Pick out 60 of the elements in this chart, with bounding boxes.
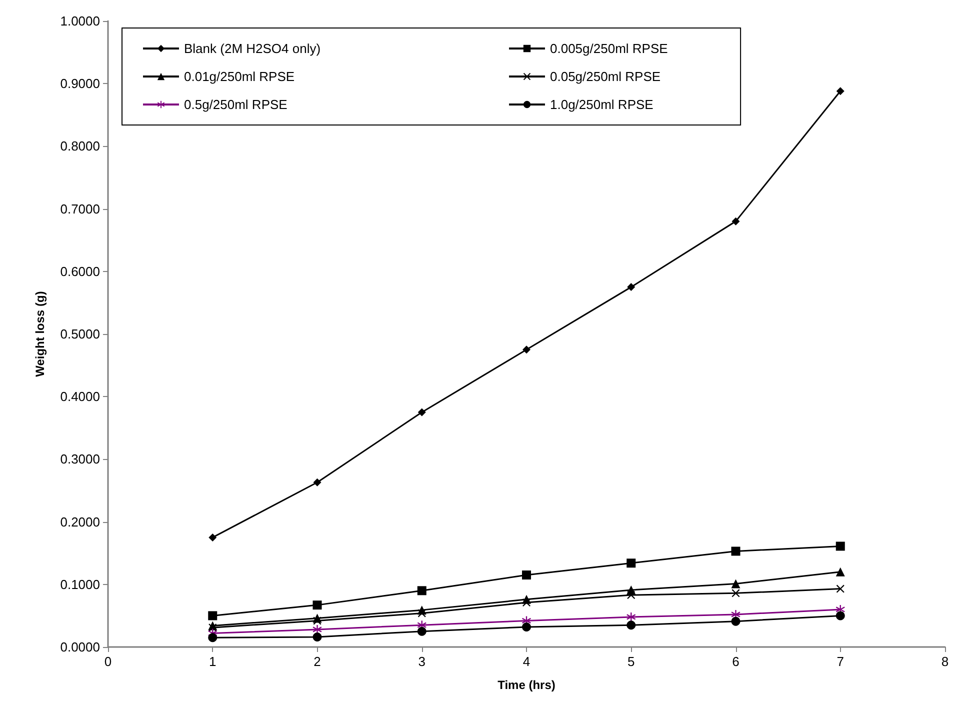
point [836,542,845,551]
legend-label: 0.01g/250ml RPSE [184,69,295,84]
x-tick-label: 5 [628,654,635,669]
legend-label: 0.05g/250ml RPSE [550,69,661,84]
point [836,87,844,96]
x-tick-label: 0 [104,654,112,669]
point [522,346,530,354]
y-axis-title: Weight loss (g) [33,291,47,377]
point [626,620,636,630]
point [313,616,322,625]
point [731,579,740,588]
point [522,570,531,580]
point [312,632,322,642]
y-tick-label: 0.4000 [60,389,100,404]
point [836,584,844,593]
x-tick-label: 6 [732,654,740,669]
point [208,633,218,642]
legend-label: Blank (2M H2SO4 only) [184,41,321,56]
point [626,558,636,568]
point [312,624,322,634]
x-tick-label: 1 [209,654,216,669]
y-tick-label: 0.7000 [60,201,100,216]
point [626,612,636,622]
point [208,611,218,620]
y-tick-label: 0.2000 [60,514,100,530]
point [313,478,322,486]
point [731,546,740,556]
point [731,616,740,626]
x-tick-label: 4 [522,654,530,669]
legend-label: 0.005g/250ml RPSE [550,41,668,56]
y-tick-label: 0.3000 [60,452,100,467]
y-tick-label: 0.6000 [60,264,100,279]
point [732,589,740,598]
y-tick-label: 0.1000 [60,576,100,592]
point [208,624,217,632]
y-tick-label: 1.0000 [60,14,100,28]
point [836,567,845,576]
x-axis-title: Time (hrs) [498,678,556,692]
point [417,626,426,636]
x-tick-label: 3 [418,654,426,669]
point [627,283,636,292]
x-tick-label: 8 [941,654,949,669]
point [522,622,531,632]
point [732,217,740,226]
x-tick-label: 2 [314,654,321,669]
point [208,533,217,542]
legend-label: 0.5g/250ml RPSE [184,97,288,112]
point [418,609,426,618]
point [627,591,636,600]
point [312,600,322,610]
point [836,611,845,620]
y-tick-label: 0.0000 [60,640,100,654]
point [417,586,426,596]
legend-label: 1.0g/250ml RPSE [550,97,654,112]
y-tick-label: 0.9000 [60,76,100,92]
y-tick-label: 0.5000 [60,326,100,342]
point [522,598,530,607]
point [418,408,426,416]
y-tick-label: 0.8000 [60,138,100,154]
x-tick-label: 7 [836,654,844,669]
